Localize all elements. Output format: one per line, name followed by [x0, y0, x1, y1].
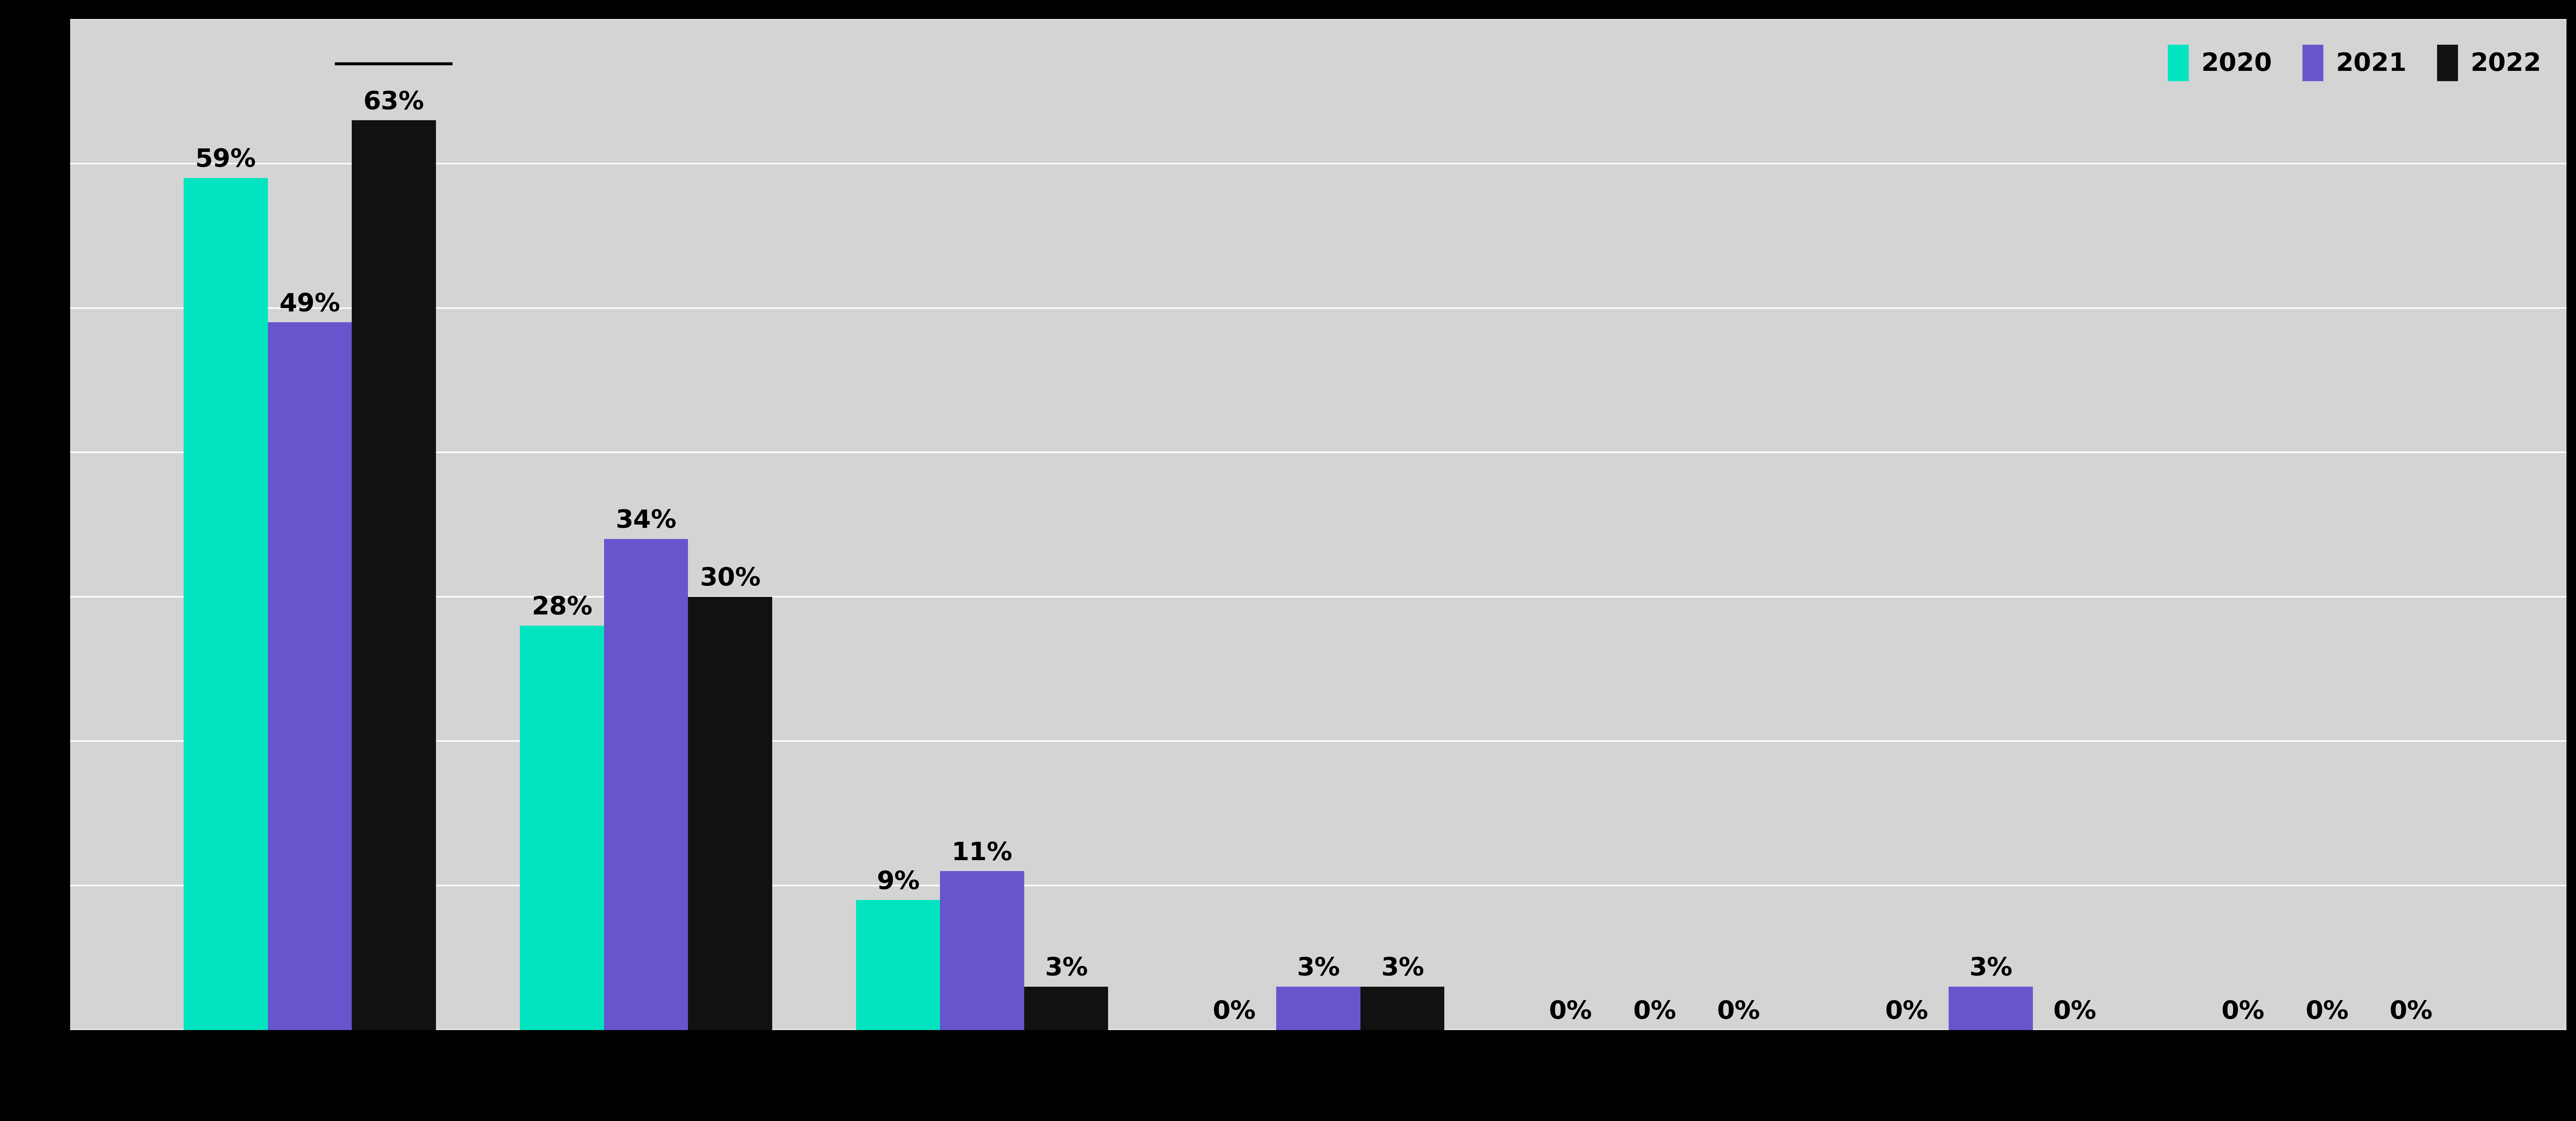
Text: 3%: 3%	[1043, 956, 1087, 981]
Text: 0%: 0%	[2053, 1000, 2097, 1025]
Text: 63%: 63%	[363, 90, 425, 114]
Text: 3%: 3%	[1381, 956, 1425, 981]
Text: 34%: 34%	[616, 509, 677, 534]
Text: 0%: 0%	[1633, 1000, 1677, 1025]
Bar	[183, 178, 268, 1030]
Bar	[268, 323, 353, 1030]
Text: 0%: 0%	[1213, 1000, 1255, 1025]
Bar	[1947, 986, 2032, 1030]
Text: 3%: 3%	[1296, 956, 1340, 981]
Text: 0%: 0%	[2306, 1000, 2349, 1025]
Bar	[1275, 986, 1360, 1030]
Text: 28%: 28%	[531, 595, 592, 620]
Legend: 2020, 2021, 2022: 2020, 2021, 2022	[2156, 31, 2553, 93]
Bar	[353, 120, 435, 1030]
Text: 0%: 0%	[2221, 1000, 2264, 1025]
Text: 11%: 11%	[951, 841, 1012, 865]
Bar	[1360, 986, 1445, 1030]
Text: 0%: 0%	[2388, 1000, 2432, 1025]
Bar	[688, 596, 773, 1030]
Text: 30%: 30%	[701, 566, 760, 591]
Text: 59%: 59%	[196, 148, 255, 173]
Bar	[855, 900, 940, 1030]
Text: 0%: 0%	[1716, 1000, 1759, 1025]
Text: 3%: 3%	[1968, 956, 2012, 981]
Text: 9%: 9%	[876, 870, 920, 895]
Text: 49%: 49%	[278, 293, 340, 316]
Bar	[1025, 986, 1108, 1030]
Text: 0%: 0%	[1548, 1000, 1592, 1025]
Bar	[520, 626, 603, 1030]
Text: 0%: 0%	[1886, 1000, 1927, 1025]
Bar	[940, 871, 1025, 1030]
Bar	[603, 539, 688, 1030]
